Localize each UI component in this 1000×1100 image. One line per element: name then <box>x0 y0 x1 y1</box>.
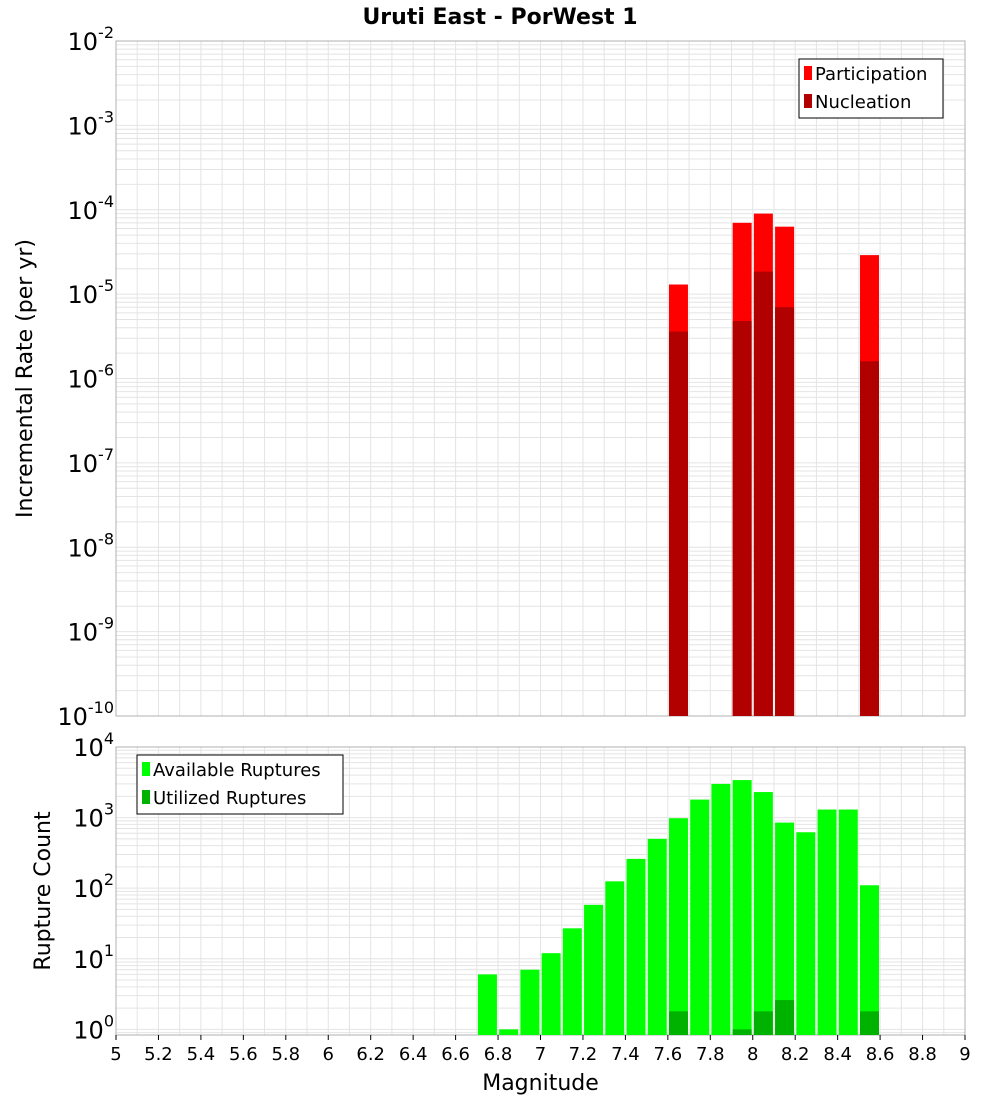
x-tick-label: 7 <box>535 1044 546 1065</box>
rupture-series-0-bar <box>817 809 837 1035</box>
rupture-panel-y-ticks: 104 103 102 101 100 <box>73 729 114 1044</box>
x-tick-label: 5.8 <box>271 1044 300 1065</box>
x-tick-label: 5.2 <box>144 1044 173 1065</box>
y-tick-label: 10-3 <box>68 107 115 140</box>
rupture-series-0-bar <box>499 1029 519 1035</box>
y-tick-label: 10-9 <box>68 614 115 647</box>
rupture-series-1-bar <box>859 1011 879 1035</box>
y-tick-label: 104 <box>73 729 114 762</box>
rate-legend-box <box>798 58 944 119</box>
x-tick-label: 6 <box>323 1044 334 1065</box>
legend-label-available: Available Ruptures <box>153 760 321 781</box>
rupture-series-0-bar <box>520 969 540 1035</box>
rupture-series-0-bar <box>477 974 497 1035</box>
x-tick-label: 8.8 <box>908 1044 937 1065</box>
legend-swatch-utilized <box>142 790 150 804</box>
legend-label-utilized: Utilized Ruptures <box>153 788 306 809</box>
x-tick-label: 7.6 <box>654 1044 683 1065</box>
rupture-series-0-bar <box>562 928 582 1035</box>
x-tick-label: 9 <box>959 1044 970 1065</box>
rupture-series-0-bar <box>796 832 816 1035</box>
rupture-series-0-bar <box>838 809 858 1035</box>
rate-panel-bars <box>668 213 879 717</box>
rupture-series-0-bar <box>647 838 667 1035</box>
rupture-series-0-bar <box>626 858 646 1035</box>
rate-series-1-bar <box>732 321 752 716</box>
y-tick-label: 100 <box>73 1011 114 1044</box>
legend-label-participation: Participation <box>815 64 927 85</box>
rupture-legend-box <box>136 754 344 815</box>
rupture-series-1-bar <box>668 1011 688 1035</box>
rate-panel: 10-2 10-3 10-4 10-5 10-6 10-7 10-8 10-9 10-10 In… <box>13 23 966 731</box>
y-tick-label: 10-7 <box>68 445 115 478</box>
legend-label-nucleation: Nucleation <box>815 92 911 113</box>
rupture-series-0-bar <box>668 818 688 1035</box>
rupture-series-0-bar <box>859 885 879 1035</box>
rate-panel-y-ticks: 10-2 10-3 10-4 10-5 10-6 10-7 10-8 10-9 10-10 <box>57 23 114 731</box>
rupture-series-0-bar <box>775 822 795 1035</box>
y-tick-label: 101 <box>73 941 114 974</box>
x-tick-label: 8.4 <box>823 1044 852 1065</box>
rupture-series-0-bar <box>584 904 604 1035</box>
rupture-series-0-bar <box>690 799 710 1035</box>
rupture-series-0-bar <box>541 953 561 1035</box>
rupture-y-axis-label: Rupture Count <box>31 811 56 971</box>
rate-series-1-bar <box>753 271 773 716</box>
legend-swatch-nucleation <box>804 94 812 108</box>
rupture-series-0-bar <box>753 792 773 1035</box>
y-tick-label: 10-2 <box>68 23 115 56</box>
x-tick-label: 7.4 <box>611 1044 640 1065</box>
rate-series-1-bar <box>775 307 795 716</box>
rate-legend: Participation Nucleation <box>798 58 944 119</box>
x-tick-label: 6.6 <box>441 1044 470 1065</box>
rupture-series-1-bar <box>775 1000 795 1035</box>
rupture-panel-grid <box>115 746 966 1036</box>
y-tick-label: 10-5 <box>68 276 115 309</box>
rate-series-1-bar <box>859 361 879 716</box>
x-tick-label: 8.6 <box>866 1044 895 1065</box>
legend-swatch-available <box>142 762 150 776</box>
rupture-series-0-bar <box>711 783 731 1035</box>
rupture-series-0-bar <box>732 780 752 1035</box>
x-tick-label: 5.4 <box>187 1044 216 1065</box>
rupture-series-1-bar <box>732 1029 752 1035</box>
x-tick-label: 7.2 <box>569 1044 598 1065</box>
y-tick-label: 10-10 <box>57 698 114 731</box>
y-tick-label: 10-4 <box>68 192 115 225</box>
x-tick-label: 6.2 <box>356 1044 385 1065</box>
x-tick-label: 8 <box>747 1044 758 1065</box>
x-tick-label: 7.8 <box>696 1044 725 1065</box>
rupture-series-1-bar <box>753 1011 773 1035</box>
rate-y-axis-label: Incremental Rate (per yr) <box>13 239 38 518</box>
legend-swatch-participation <box>804 66 812 80</box>
x-tick-label: 5 <box>110 1044 121 1065</box>
x-tick-label: 8.2 <box>781 1044 810 1065</box>
x-tick-label: 5.6 <box>229 1044 258 1065</box>
rupture-series-0-bar <box>605 881 625 1035</box>
x-tick-label: 6.4 <box>399 1044 428 1065</box>
rate-panel-grid <box>115 40 966 717</box>
y-tick-label: 103 <box>73 800 114 833</box>
rate-series-1-bar <box>668 331 688 716</box>
rupture-panel-bars <box>477 780 879 1035</box>
rupture-count-panel: 104 103 102 101 100 5 5.2 5.4 5.6 5.8 6 6.2 6.4 6.6 6… <box>31 729 971 1096</box>
magnitude-x-axis-label: Magnitude <box>482 1071 599 1096</box>
chart-title: Uruti East - PorWest 1 <box>362 5 637 30</box>
rupture-legend: Available Ruptures Utilized Ruptures <box>136 754 344 815</box>
magnitude-x-ticks: 5 5.2 5.4 5.6 5.8 6 6.2 6.4 6.6 6.8 7 7.2 7.4 7.6 7.8 8… <box>110 1035 971 1065</box>
y-tick-label: 102 <box>73 870 114 903</box>
y-tick-label: 10-8 <box>68 529 115 562</box>
plot-frame <box>115 40 966 717</box>
x-tick-label: 6.8 <box>484 1044 513 1065</box>
y-tick-label: 10-6 <box>68 361 115 394</box>
